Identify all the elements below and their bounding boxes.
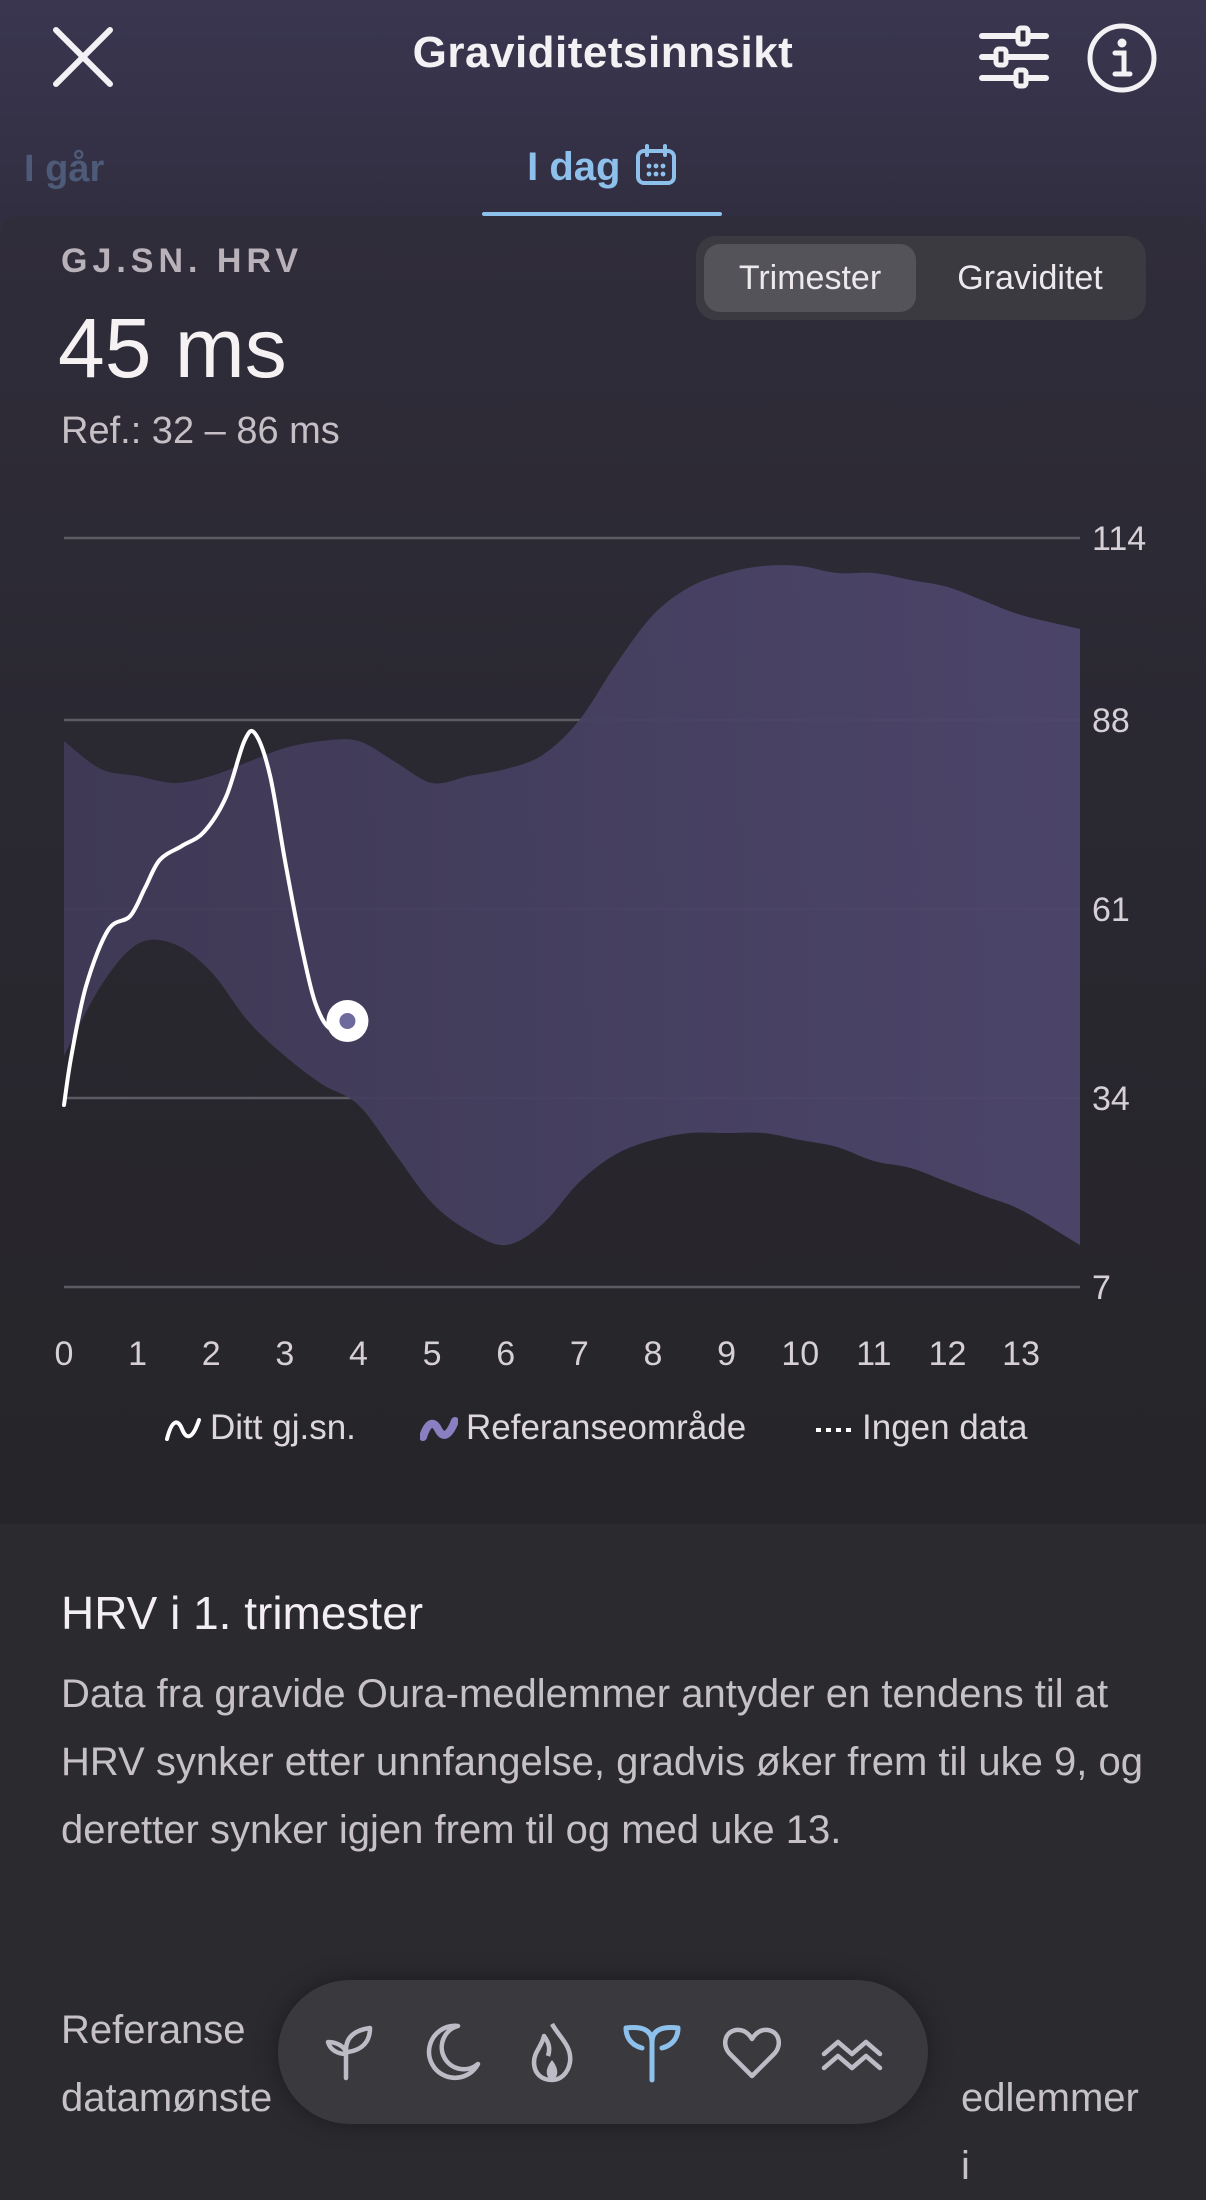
section-body-line2-end: edlemmer i [961, 2076, 1139, 2188]
y-tick-label: 88 [1092, 702, 1130, 740]
x-tick-label: 9 [717, 1335, 736, 1373]
legend-label-reference: Referanseområde [466, 1408, 747, 1447]
section-body: Data fra gravide Oura-medlemmer antyder … [61, 1672, 1143, 1852]
band-icon [419, 1416, 459, 1441]
calendar-icon [635, 144, 677, 191]
x-tick-label: 0 [55, 1335, 74, 1373]
x-tick-label: 1 [128, 1335, 147, 1373]
flame-icon[interactable] [520, 2020, 584, 2084]
day-tabs: I går I dag [0, 130, 1206, 216]
y-tick-label: 34 [1092, 1080, 1130, 1118]
legend-item-average: Ditt gj.sn. [164, 1408, 356, 1448]
y-tick-label: 61 [1092, 891, 1130, 929]
x-tick-label: 4 [349, 1335, 368, 1373]
line-icon [165, 1417, 201, 1441]
x-tick-label: 12 [929, 1335, 967, 1373]
average-line [62, 728, 343, 1107]
reference-band [64, 565, 1080, 1246]
legend-item-reference: Referanseområde [419, 1408, 747, 1448]
period-toggle: Trimester Graviditet [696, 236, 1146, 320]
legend-label-nodata: Ingen data [862, 1408, 1028, 1447]
waves-icon[interactable] [820, 2020, 884, 2084]
x-tick-label: 13 [1002, 1335, 1040, 1373]
info-icon [1087, 23, 1157, 93]
pregnancy-icon[interactable] [620, 2020, 684, 2084]
sprout-icon[interactable] [320, 2020, 384, 2084]
x-tick-label: 6 [496, 1335, 515, 1373]
section-body-line2-start: datamønste [61, 2076, 273, 2120]
x-tick-label: 2 [202, 1335, 221, 1373]
bottom-navigation [278, 1980, 928, 2124]
tab-today-label: I dag [527, 145, 621, 189]
section-title: HRV i 1. trimester [61, 1587, 424, 1639]
metric-reference: Ref.: 32 – 86 ms [61, 410, 340, 452]
x-tick-label: 10 [781, 1335, 819, 1373]
moon-icon[interactable] [420, 2020, 484, 2084]
legend-label-average: Ditt gj.sn. [210, 1408, 356, 1447]
metric-label: GJ.SN. HRV [61, 242, 304, 280]
x-tick-label: 8 [644, 1335, 663, 1373]
tab-today[interactable]: I dag [482, 144, 722, 216]
close-button[interactable] [50, 24, 116, 90]
toggle-trimester[interactable]: Trimester [704, 244, 916, 312]
filter-button[interactable] [978, 24, 1050, 90]
tab-yesterday[interactable]: I går [24, 148, 105, 190]
x-tick-label: 7 [570, 1335, 589, 1373]
current-point-dot [339, 1013, 356, 1029]
close-icon [53, 27, 113, 87]
metric-value: 45 ms [58, 301, 287, 395]
chart-legend: Ditt gj.sn. Referanseområde Ingen data [0, 1408, 1206, 1458]
sliders-icon [979, 25, 1049, 89]
info-button[interactable] [1086, 22, 1158, 94]
section-body-line2: datamønste edlemmer i [61, 2064, 1151, 2188]
dotted-line-icon [816, 1427, 852, 1432]
page-title: Graviditetsinnsikt [412, 28, 794, 77]
y-tick-label: 7 [1092, 1269, 1111, 1307]
section-body-line1: Referanse [61, 2008, 246, 2052]
x-tick-label: 3 [275, 1335, 294, 1373]
tab-active-indicator [482, 212, 722, 216]
x-tick-label: 5 [423, 1335, 442, 1373]
toggle-pregnancy[interactable]: Graviditet [957, 259, 1103, 297]
section-body-continued: Referanse datamønste edlemmer i [61, 1996, 1151, 2188]
x-tick-label: 11 [856, 1335, 891, 1373]
header: Graviditetsinnsikt [0, 0, 1206, 112]
y-tick-label: 114 [1092, 520, 1146, 558]
legend-item-nodata: Ingen data [814, 1408, 1027, 1448]
heart-icon[interactable] [720, 2020, 784, 2084]
